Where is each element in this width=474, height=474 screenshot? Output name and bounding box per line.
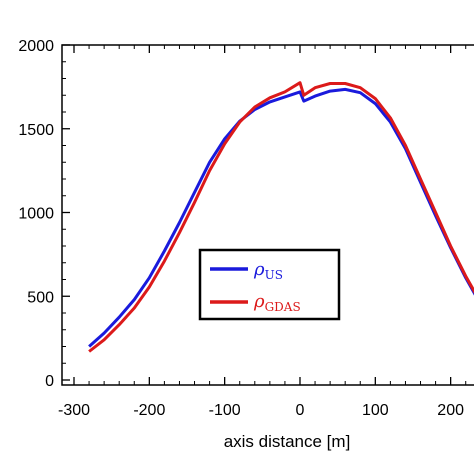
- y-tick-label-1: 500: [27, 289, 54, 306]
- x-axis: -300 -200 -100 0 100 200: [58, 45, 467, 419]
- x-tick-label-1: -200: [133, 402, 165, 419]
- series-line-gdas: [88, 81, 474, 353]
- legend-box: [198, 248, 341, 321]
- x-tick-label-3: 0: [296, 402, 305, 419]
- plot-frame: [61, 44, 474, 386]
- y-tick-label-2: 1000: [18, 206, 54, 223]
- x-tick-label-2: -100: [209, 402, 241, 419]
- x-axis-label: axis distance [m]: [224, 432, 351, 451]
- y-tick-label-3: 1500: [18, 122, 54, 139]
- legend-label-gdas-subscript: GDAS: [265, 300, 301, 314]
- legend-label-us: ρUS: [253, 259, 283, 282]
- x-tick-label-4: 100: [362, 402, 389, 419]
- legend-label-us-subscript: US: [265, 268, 283, 282]
- y-axis: 0 500 1000 1500 2000: [18, 38, 70, 390]
- y-tick-label-0: 0: [45, 373, 54, 390]
- series-lines: [88, 81, 474, 353]
- x-tick-label-5: 200: [437, 402, 464, 419]
- x-tick-label-0: -300: [58, 402, 90, 419]
- legend-label-gdas: ρGDAS: [253, 291, 301, 314]
- y-tick-label-4: 2000: [18, 38, 54, 55]
- legend-label-us-symbol: ρ: [253, 259, 265, 280]
- legend-label-gdas-symbol: ρ: [253, 291, 265, 312]
- legend: ρUS ρGDAS: [198, 248, 341, 321]
